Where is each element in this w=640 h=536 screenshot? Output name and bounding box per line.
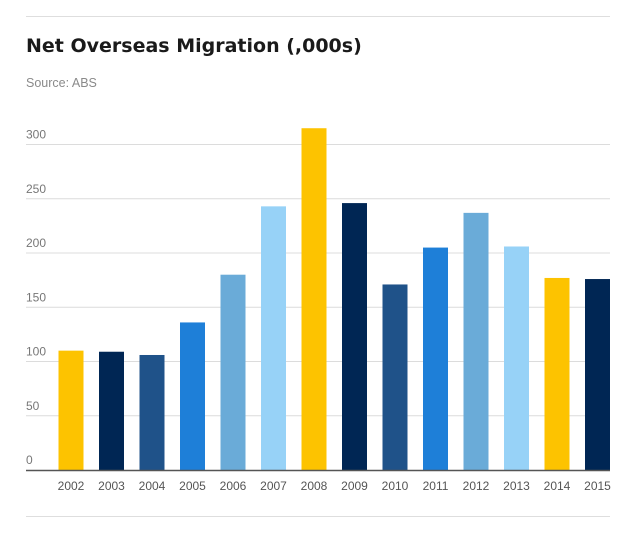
x-tick-label: 2013 bbox=[503, 479, 530, 493]
bar-2002 bbox=[58, 350, 84, 470]
bar-2008 bbox=[301, 128, 327, 470]
bars bbox=[58, 128, 610, 471]
x-tick-label: 2010 bbox=[382, 479, 409, 493]
bottom-divider bbox=[26, 516, 610, 517]
x-tick-label: 2007 bbox=[260, 479, 287, 493]
x-tick-label: 2009 bbox=[341, 479, 368, 493]
y-tick-label: 100 bbox=[26, 345, 46, 359]
bar-2012 bbox=[463, 212, 489, 471]
bar-2011 bbox=[423, 247, 448, 470]
bar-2006 bbox=[220, 274, 246, 470]
x-tick-label: 2002 bbox=[58, 479, 85, 493]
x-tick-label: 2003 bbox=[98, 479, 125, 493]
y-tick-label: 50 bbox=[26, 399, 40, 413]
bar-2004 bbox=[139, 354, 165, 470]
bar-2013 bbox=[504, 246, 529, 470]
x-tick-label: 2006 bbox=[220, 479, 247, 493]
y-tick-label: 200 bbox=[26, 236, 46, 250]
bar-2005 bbox=[180, 322, 205, 470]
y-tick-label: 0 bbox=[26, 453, 33, 467]
bar-2014 bbox=[544, 277, 570, 470]
x-tick-label: 2011 bbox=[423, 479, 449, 493]
y-tick-label: 300 bbox=[26, 128, 46, 142]
bar-2009 bbox=[342, 203, 367, 470]
x-axis-tick-labels: 2002 2003 2004 2005 2006 2007 2008 2009 2010 2011… bbox=[58, 479, 612, 493]
bar-2007 bbox=[261, 206, 286, 470]
y-axis-tick-labels: 0 50 100 150 200 250 300 bbox=[26, 128, 46, 468]
bar-2010 bbox=[382, 284, 408, 470]
x-tick-label: 2004 bbox=[139, 479, 166, 493]
x-tick-label: 2008 bbox=[301, 479, 328, 493]
top-divider bbox=[26, 16, 610, 17]
chart-source: Source: ABS bbox=[26, 76, 97, 90]
y-tick-label: 150 bbox=[26, 290, 46, 304]
bar-2003 bbox=[99, 351, 124, 470]
y-tick-label: 250 bbox=[26, 182, 46, 196]
bar-2015 bbox=[585, 279, 610, 470]
x-tick-label: 2005 bbox=[179, 479, 206, 493]
x-tick-label: 2015 bbox=[584, 479, 611, 493]
x-tick-label: 2012 bbox=[463, 479, 490, 493]
chart-title: Net Overseas Migration (,000s) bbox=[26, 35, 362, 57]
x-tick-label: 2014 bbox=[544, 479, 571, 493]
